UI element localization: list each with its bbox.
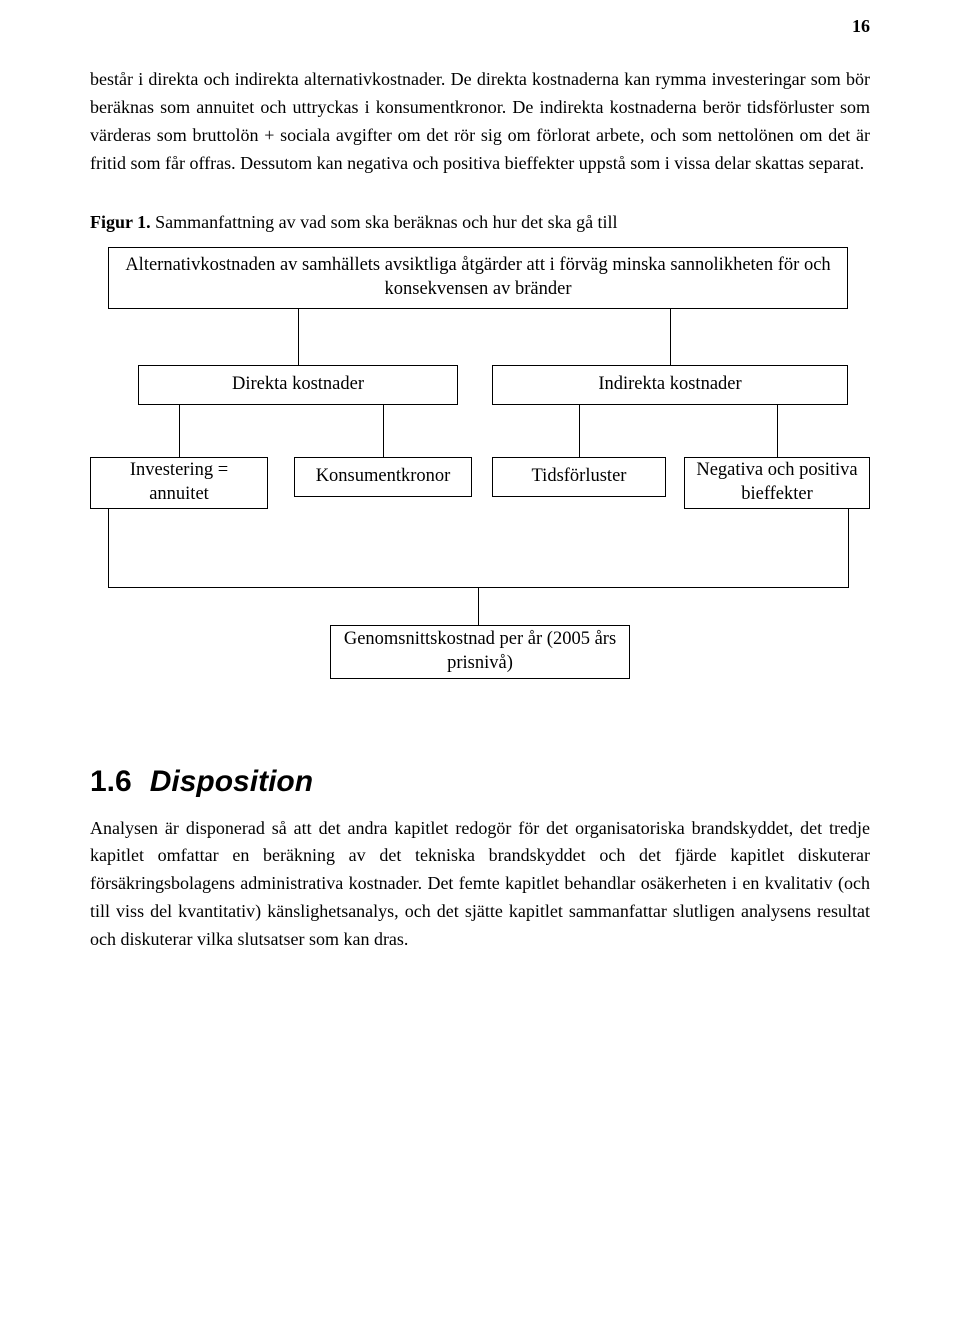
connector-4: [579, 405, 580, 457]
body-paragraph: Analysen är disponerad så att det andra …: [90, 815, 870, 954]
connector-6: [108, 509, 109, 587]
connector-2: [179, 405, 180, 457]
node-root: Alternativkostnaden av samhällets avsikt…: [108, 247, 848, 309]
node-tidsforluster: Tidsförluster: [492, 457, 666, 497]
node-investering: Investering = annuitet: [90, 457, 268, 509]
flowchart-diagram: Alternativkostnaden av samhällets avsikt…: [90, 247, 870, 717]
section-number: 1.6: [90, 765, 132, 798]
section-title: Disposition: [150, 765, 313, 798]
node-konsument: Konsumentkronor: [294, 457, 472, 497]
node-genomsnitt: Genomsnittskostnad per år (2005 års pris…: [330, 625, 630, 679]
connector-3: [383, 405, 384, 457]
figure-label: Figur 1.: [90, 212, 151, 232]
intro-paragraph: består i direkta och indirekta alternati…: [90, 66, 870, 178]
connector-1: [670, 309, 671, 365]
connector-7: [848, 509, 849, 587]
connector-5: [777, 405, 778, 457]
figure-caption-text: Sammanfattning av vad som ska beräknas o…: [155, 212, 617, 232]
section-heading: 1.6 Disposition: [90, 765, 870, 799]
node-indirekta: Indirekta kostnader: [492, 365, 848, 405]
node-bieffekter: Negativa och positiva bieffekter: [684, 457, 870, 509]
figure-caption: Figur 1. Sammanfattning av vad som ska b…: [90, 212, 870, 233]
connector-9: [478, 587, 479, 625]
page-number: 16: [852, 16, 870, 37]
node-direkta: Direkta kostnader: [138, 365, 458, 405]
connector-0: [298, 309, 299, 365]
